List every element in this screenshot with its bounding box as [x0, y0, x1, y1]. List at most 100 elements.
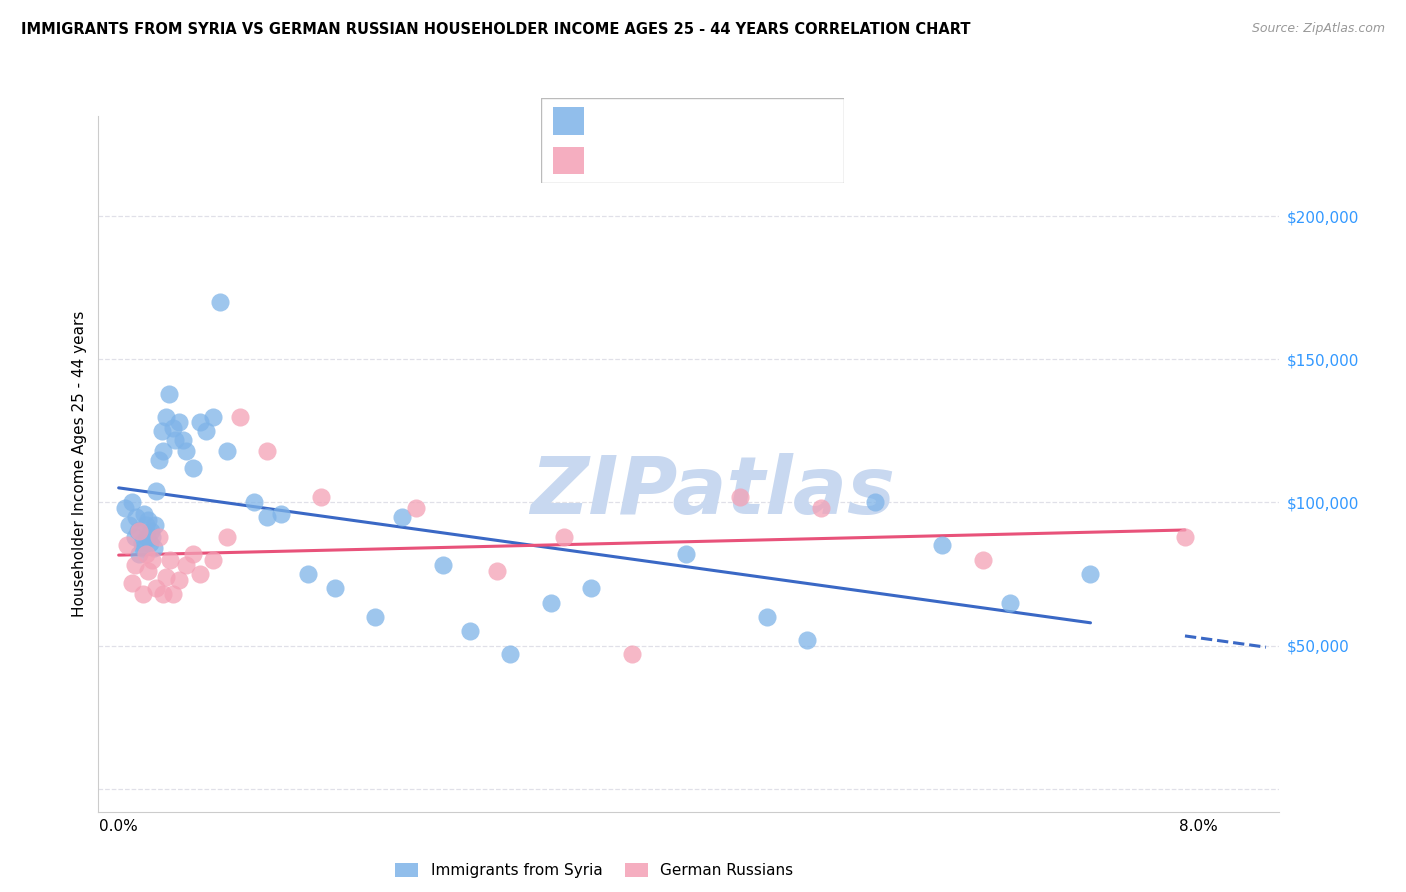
Point	[157, 386, 180, 401]
Point	[125, 509, 148, 524]
Point	[124, 558, 146, 573]
Point	[155, 409, 177, 424]
Point	[675, 547, 697, 561]
Text: N =: N =	[731, 113, 768, 128]
Point	[145, 582, 167, 596]
Point	[181, 547, 204, 561]
Point	[121, 575, 143, 590]
Point	[141, 553, 163, 567]
Point	[138, 513, 160, 527]
Point	[540, 596, 562, 610]
Text: R =: R =	[593, 152, 627, 166]
Point	[553, 530, 575, 544]
Point	[169, 573, 191, 587]
Text: 0.233: 0.233	[654, 152, 704, 166]
Point	[755, 610, 778, 624]
Point	[128, 547, 150, 561]
Text: 54: 54	[789, 113, 811, 128]
FancyBboxPatch shape	[541, 98, 844, 183]
Point	[579, 582, 602, 596]
Point	[188, 415, 211, 429]
Point	[135, 518, 157, 533]
Point	[972, 553, 994, 567]
Point	[728, 490, 751, 504]
Point	[128, 524, 150, 538]
Point	[114, 501, 136, 516]
Point	[297, 567, 319, 582]
Point	[143, 518, 166, 533]
Point	[309, 490, 332, 504]
Point	[118, 518, 141, 533]
Point	[172, 433, 194, 447]
Point	[188, 567, 211, 582]
Text: N =: N =	[731, 152, 768, 166]
Point	[256, 444, 278, 458]
Legend: Immigrants from Syria, German Russians: Immigrants from Syria, German Russians	[389, 857, 800, 884]
Point	[195, 424, 218, 438]
Point	[174, 444, 197, 458]
Point	[138, 535, 160, 549]
Point	[145, 483, 167, 498]
Point	[141, 530, 163, 544]
Point	[148, 452, 170, 467]
Point	[115, 538, 138, 552]
Point	[432, 558, 454, 573]
Bar	[554, 107, 583, 135]
Text: -0.224: -0.224	[654, 113, 710, 128]
Text: ZIPatlas: ZIPatlas	[530, 452, 896, 531]
Point	[202, 553, 225, 567]
Point	[152, 587, 174, 601]
Point	[134, 507, 156, 521]
Y-axis label: Householder Income Ages 25 - 44 years: Householder Income Ages 25 - 44 years	[72, 310, 87, 617]
Point	[242, 495, 264, 509]
Point	[810, 501, 832, 516]
Point	[124, 530, 146, 544]
Point	[152, 444, 174, 458]
Text: 31: 31	[789, 152, 811, 166]
Point	[165, 433, 187, 447]
Point	[142, 541, 165, 556]
Bar	[554, 147, 583, 175]
Point	[132, 541, 155, 556]
Point	[131, 535, 153, 549]
Point	[121, 495, 143, 509]
Point	[148, 530, 170, 544]
Point	[620, 647, 643, 661]
Point	[139, 524, 162, 538]
Text: IMMIGRANTS FROM SYRIA VS GERMAN RUSSIAN HOUSEHOLDER INCOME AGES 25 - 44 YEARS CO: IMMIGRANTS FROM SYRIA VS GERMAN RUSSIAN …	[21, 22, 970, 37]
Point	[181, 461, 204, 475]
Point	[136, 530, 159, 544]
Point	[391, 509, 413, 524]
Point	[202, 409, 225, 424]
Point	[174, 558, 197, 573]
Point	[931, 538, 953, 552]
Point	[405, 501, 427, 516]
Point	[162, 587, 184, 601]
Point	[132, 587, 155, 601]
Point	[215, 444, 238, 458]
Point	[215, 530, 238, 544]
Point	[485, 564, 508, 578]
Point	[1174, 530, 1197, 544]
Point	[150, 424, 173, 438]
Point	[169, 415, 191, 429]
Point	[138, 564, 160, 578]
Point	[135, 547, 157, 561]
Point	[127, 524, 149, 538]
Point	[863, 495, 886, 509]
Text: Source: ZipAtlas.com: Source: ZipAtlas.com	[1251, 22, 1385, 36]
Point	[256, 509, 278, 524]
Point	[159, 553, 181, 567]
Point	[208, 295, 231, 310]
Point	[998, 596, 1021, 610]
Point	[155, 570, 177, 584]
Point	[323, 582, 346, 596]
Point	[162, 421, 184, 435]
Point	[1080, 567, 1102, 582]
Point	[796, 632, 818, 647]
Point	[499, 647, 522, 661]
Point	[229, 409, 252, 424]
Text: R =: R =	[593, 113, 627, 128]
Point	[364, 610, 387, 624]
Point	[458, 624, 481, 639]
